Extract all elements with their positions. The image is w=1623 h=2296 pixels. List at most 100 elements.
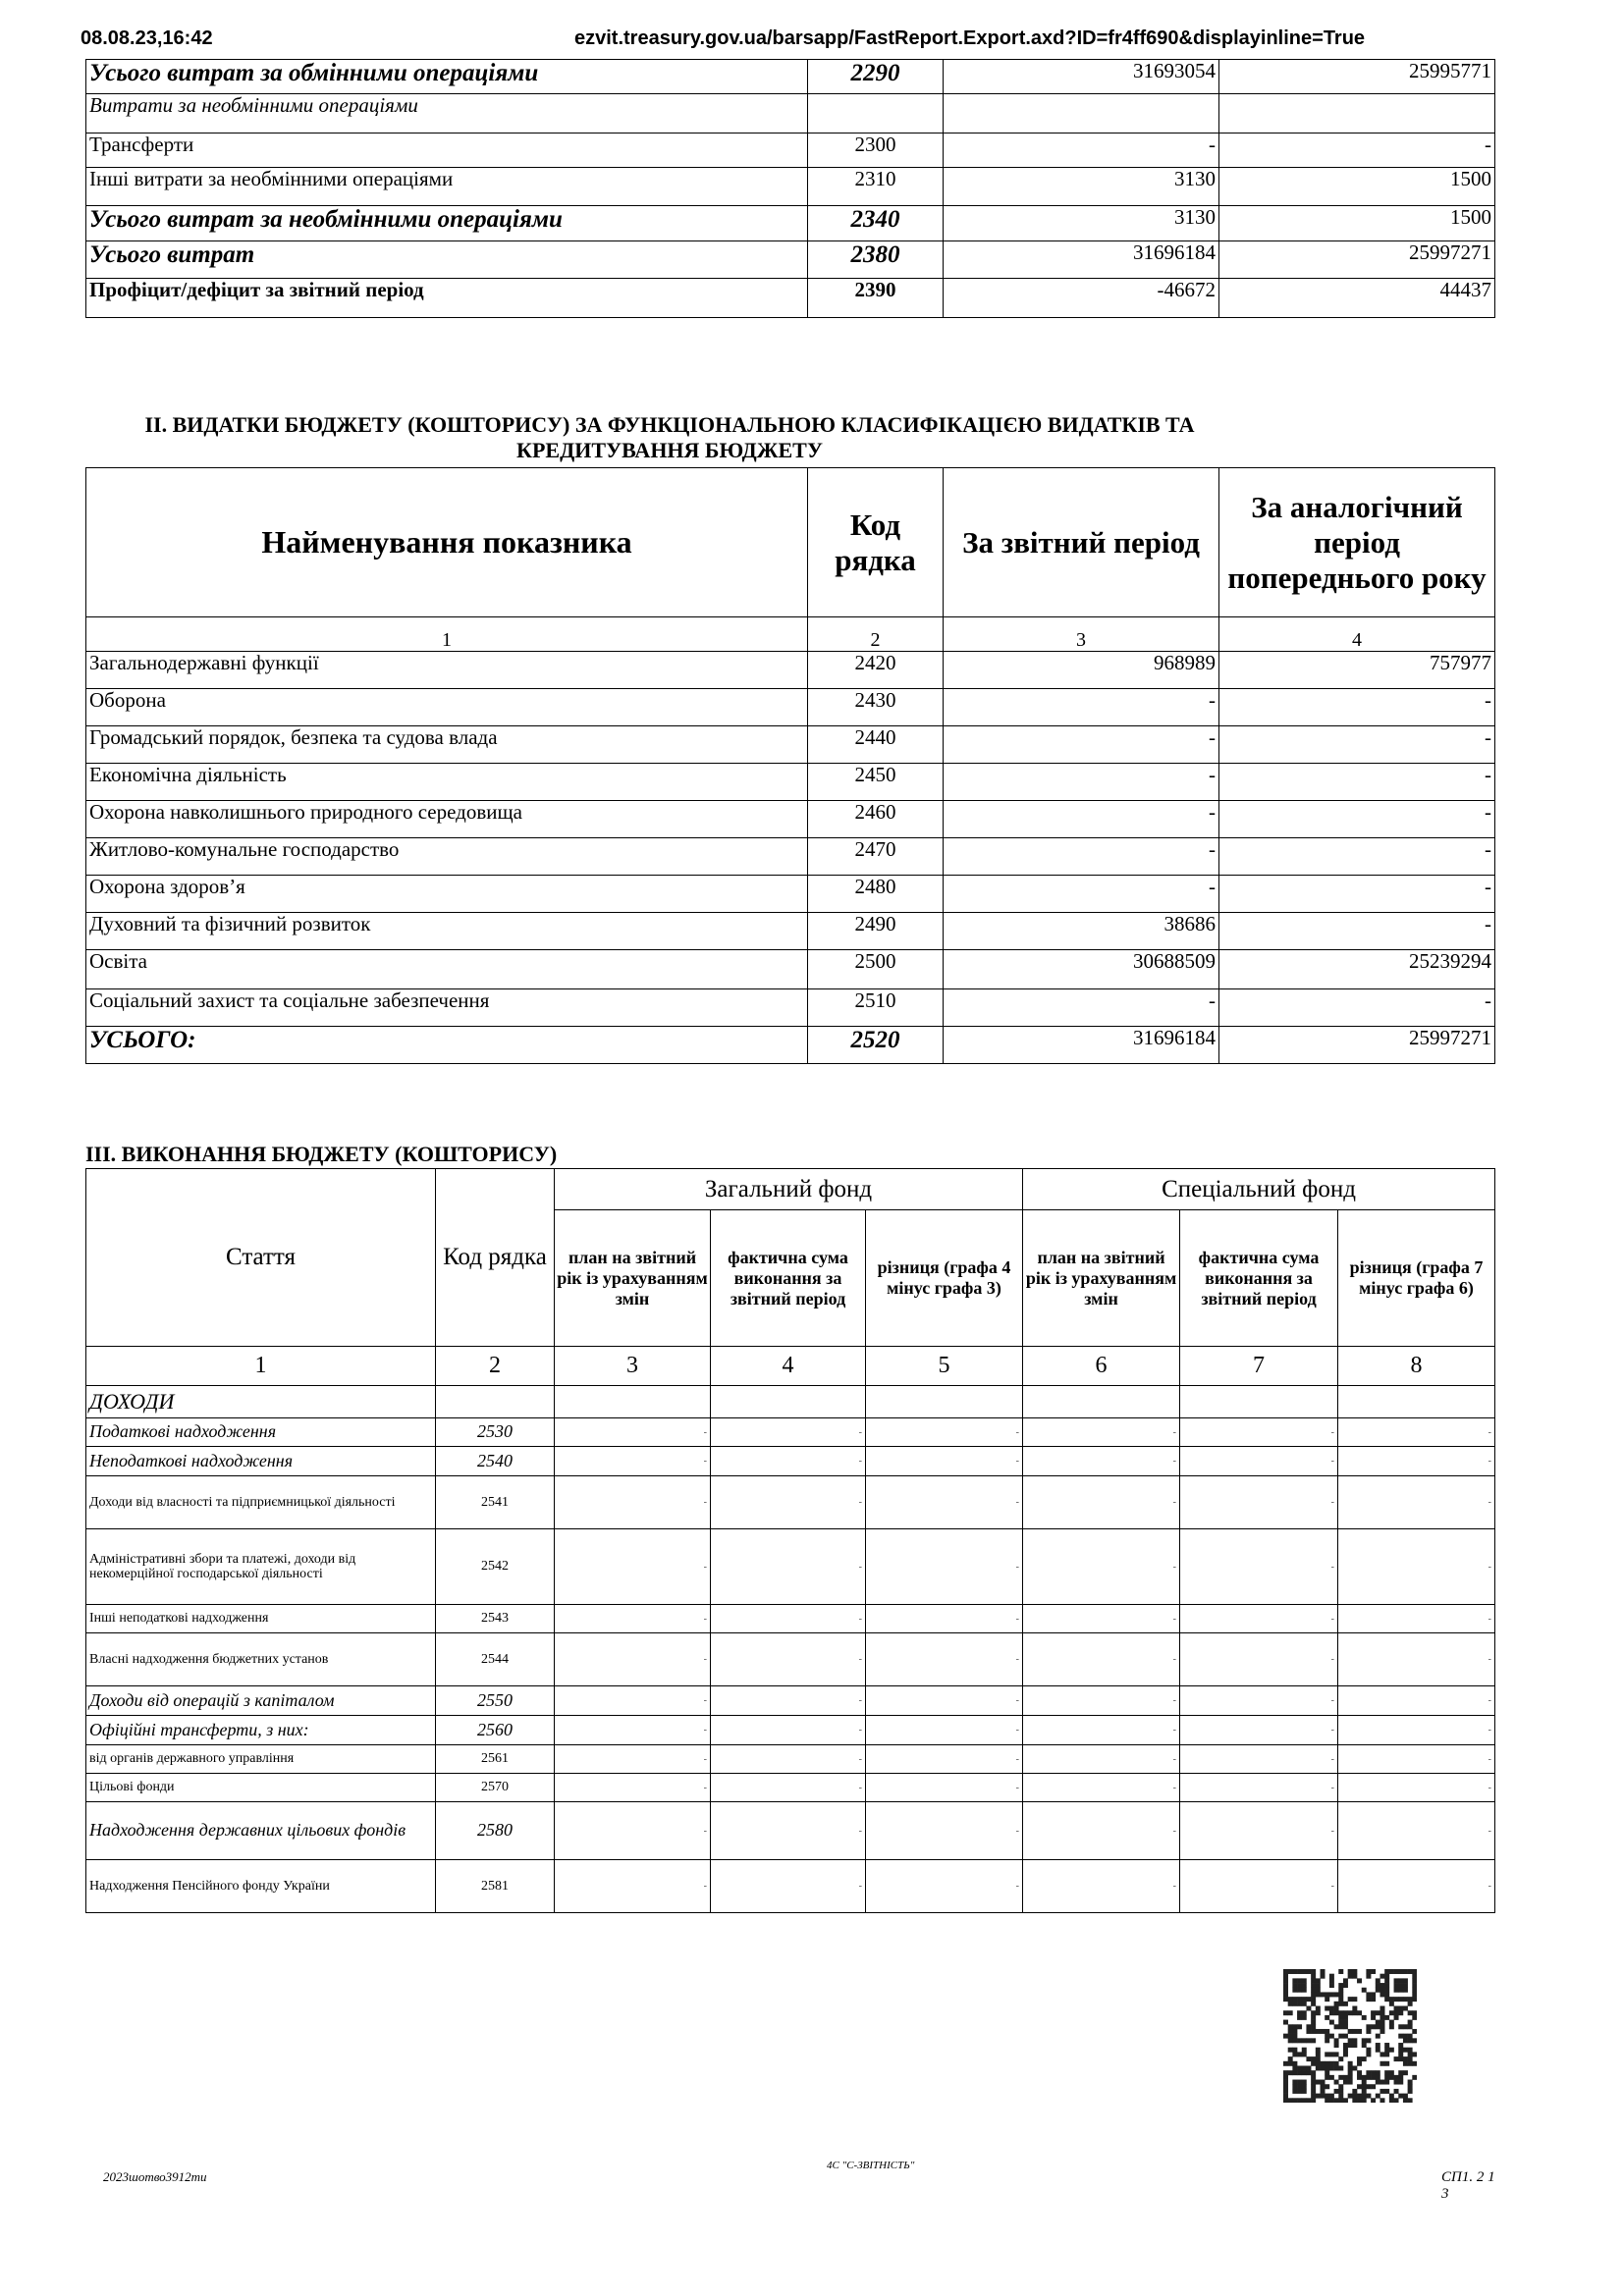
qr-module [1328,2098,1334,2103]
qr-module [1402,2033,1408,2039]
cell: 25239294 [1218,949,1495,989]
cell: Духовний та фізичний розвиток [85,912,808,950]
column-number: 3 [943,616,1219,652]
column-header: Найменування показника [85,467,808,617]
cell: - [1022,1859,1181,1913]
qr-module [1371,1992,1377,1998]
qr-module [1342,2079,1348,2085]
cell: - [1218,133,1495,168]
qr-module [1297,2098,1303,2103]
qr-module [1342,1983,1348,1989]
section3-title: III. ВИКОНАННЯ БЮДЖЕТУ (КОШТОРИСУ) [85,1142,558,1166]
cell: Громадський порядок, безпека та судова в… [85,725,808,764]
qr-module [1380,2098,1385,2103]
cell: - [1337,1744,1496,1774]
cell: Житлово-комунальне господарство [85,837,808,876]
subcolumn-header: план на звітний рік із урахуванням змін [1022,1209,1181,1347]
qr-module [1292,2001,1298,2006]
qr-module [1398,1987,1404,1993]
qr-module [1283,1978,1288,1984]
qr-module [1371,1969,1377,1974]
footer-center: 4С "С-ЗВІТНІСТЬ" [827,2160,915,2171]
qr-module [1357,2074,1363,2080]
qr-module [1380,2052,1385,2057]
qr-module [1338,1983,1344,1989]
qr-module [1407,2098,1413,2103]
row: Оборона 2430- - [85,688,1495,726]
qr-module [1297,1987,1303,1993]
qr-module [1311,2088,1317,2094]
qr-module [1287,2056,1293,2062]
qr-module [1393,2098,1399,2103]
qr-module [1384,2088,1390,2094]
cell: Усього витрат за необмінними операціями [85,205,808,241]
header-row: Найменування показника Код рядка За звітни… [85,467,1495,617]
qr-module [1333,2088,1339,2094]
qr-module [1328,2052,1334,2057]
qr-module [1380,2028,1385,2034]
row: Освіта 2500 30688509 25239294 [85,949,1495,989]
qr-module [1333,2043,1339,2049]
qr-module [1311,2084,1317,2090]
qr-module [1292,1997,1298,2002]
qr-module [1328,2019,1334,2025]
row: від органів державного управління 2561- - -… [85,1744,1496,1774]
qr-module [1380,2010,1385,2016]
cell: Інші неподаткові надходження [85,1604,436,1633]
qr-module [1402,1987,1408,1993]
row: Податкові надходження 2530- - - - - - [85,1417,1496,1447]
qr-module [1347,2065,1353,2071]
qr-module [1366,1997,1372,2002]
qr-module [1371,2074,1377,2080]
qr-module [1297,2088,1303,2094]
cell: - [1218,875,1495,913]
qr-module [1301,2084,1307,2090]
qr-module [1320,1992,1325,1998]
row: Інші витрати за необмінними операціями 23… [85,167,1495,206]
qr-module [1328,1973,1334,1979]
qr-module [1407,2052,1413,2057]
qr-module [1361,2098,1367,2103]
qr-module [1311,2079,1317,2085]
qr-module [1398,2024,1404,2030]
cell [1218,93,1495,133]
qr-module [1287,2060,1293,2066]
qr-module [1283,2093,1288,2099]
column-number: 8 [1337,1346,1496,1386]
qr-module [1412,1992,1417,1998]
cell: - [943,763,1219,801]
column-header: За звітний період [943,467,1219,617]
qr-module [1366,2093,1372,2099]
qr-module [1325,2093,1330,2099]
qr-module [1338,2019,1344,2025]
qr-module [1402,2060,1408,2066]
qr-module [1338,2098,1344,2103]
qr-module [1380,1983,1385,1989]
qr-module [1338,2056,1344,2062]
cell [1022,1385,1181,1418]
qr-module [1388,2074,1394,2080]
qr-module [1398,1969,1404,1974]
qr-module [1301,1983,1307,1989]
qr-module [1384,2043,1390,2049]
row: Соціальний захист та соціальне забезпече… [85,988,1495,1027]
qr-module [1361,2014,1367,2020]
cell: Податкові надходження [85,1417,436,1447]
qr-module [1393,1978,1399,1984]
qr-module [1342,2047,1348,2053]
qr-module [1375,2019,1380,2025]
cell: 2561 [435,1744,555,1774]
title-line: КРЕДИТУВАННЯ БЮДЖЕТУ [516,438,823,462]
subcolumn-header: фактична сума виконання за звітний періо… [710,1209,866,1347]
cell: - [1179,1528,1339,1605]
qr-module [1407,2084,1413,2090]
qr-module [1333,2024,1339,2030]
qr-module [1384,2079,1390,2085]
qr-module [1357,2060,1363,2066]
qr-module [1342,2024,1348,2030]
qr-module [1315,2005,1321,2011]
qr-module [1342,2074,1348,2080]
qr-module [1384,2060,1390,2066]
cell: 757977 [1218,651,1495,689]
cell: 2541 [435,1475,555,1529]
